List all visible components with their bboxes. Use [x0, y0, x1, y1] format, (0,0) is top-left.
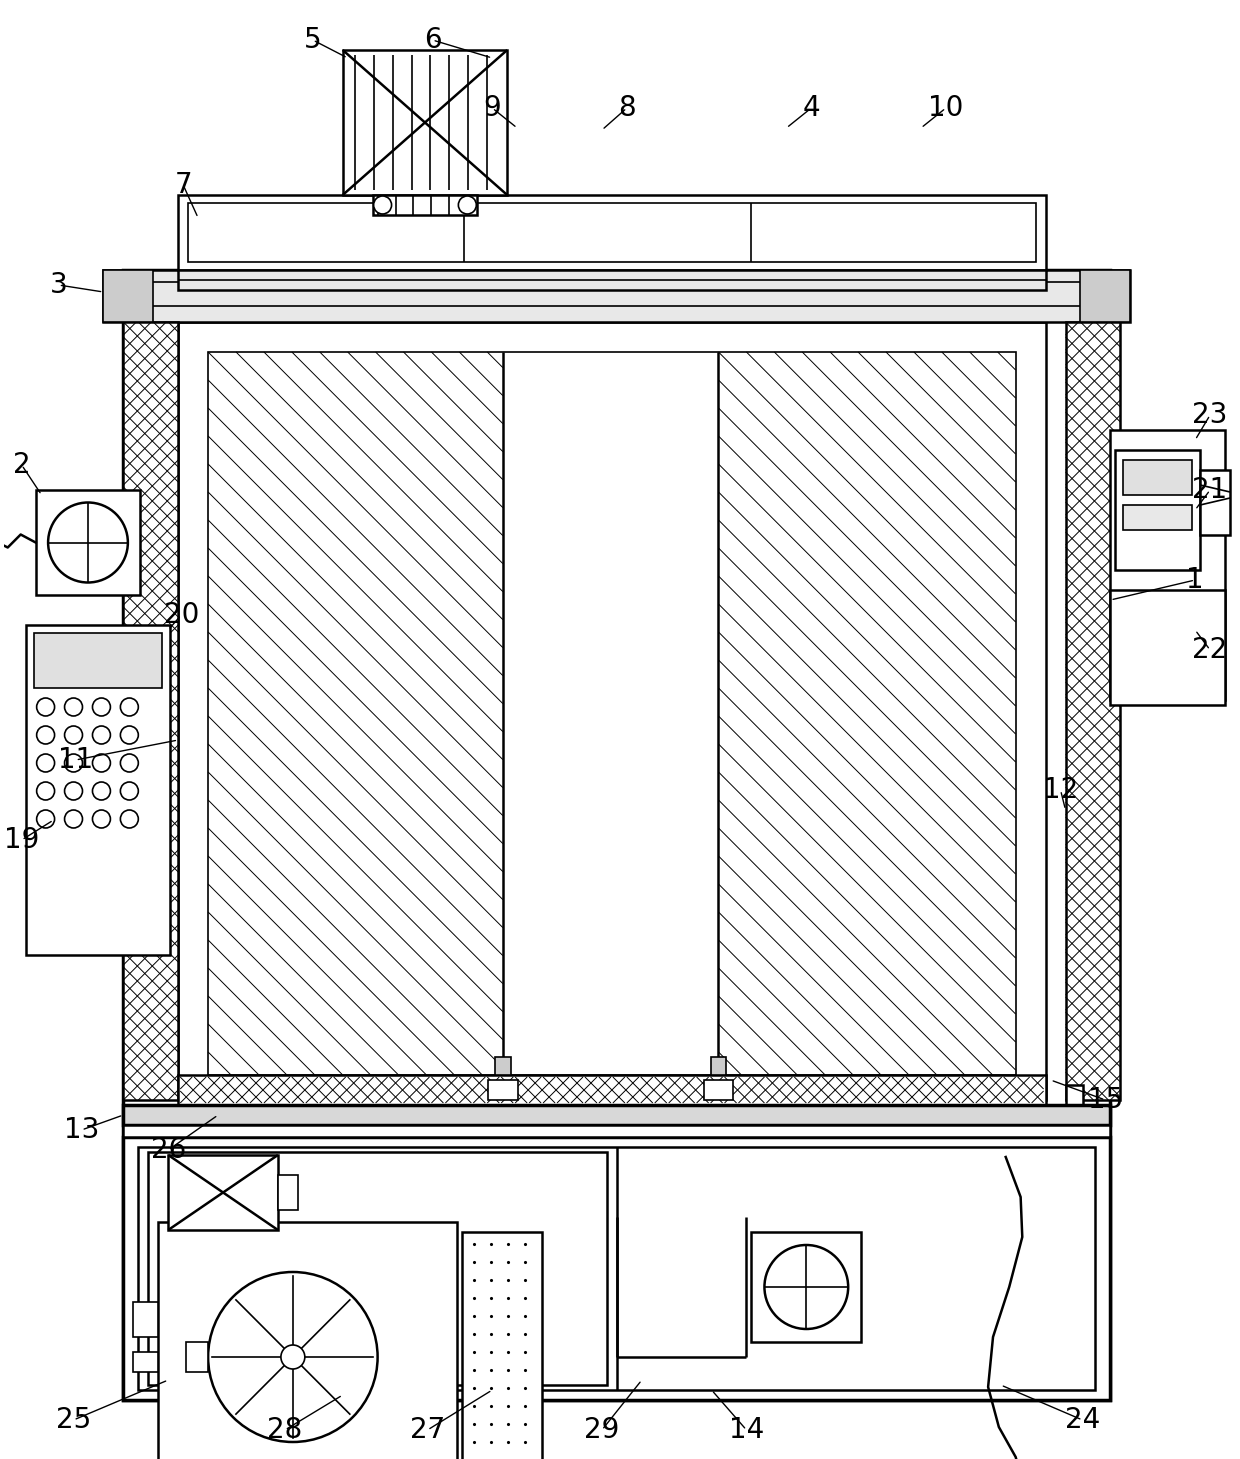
Text: 3: 3 — [50, 271, 67, 299]
Bar — [149, 1153, 606, 1385]
Bar — [33, 633, 162, 689]
Circle shape — [93, 697, 110, 716]
Circle shape — [93, 782, 110, 800]
Bar — [751, 1231, 861, 1342]
Bar — [487, 1080, 518, 1100]
Bar — [1110, 589, 1225, 705]
Bar — [179, 1075, 1045, 1104]
Text: 2: 2 — [12, 451, 31, 479]
Bar — [463, 1231, 542, 1459]
Bar — [186, 1342, 208, 1371]
Text: 12: 12 — [1043, 776, 1078, 804]
Circle shape — [64, 782, 83, 800]
Text: 29: 29 — [584, 1417, 620, 1444]
Bar — [179, 196, 1045, 270]
Bar — [134, 1352, 159, 1371]
Text: 26: 26 — [150, 1137, 186, 1164]
Circle shape — [120, 754, 139, 772]
Circle shape — [37, 810, 55, 829]
Bar — [179, 322, 1045, 1100]
Circle shape — [37, 782, 55, 800]
Bar — [36, 490, 140, 595]
Bar — [373, 196, 477, 214]
Text: 22: 22 — [1193, 636, 1228, 664]
Text: 5: 5 — [304, 26, 321, 54]
Text: 24: 24 — [1065, 1406, 1100, 1434]
Bar — [1080, 270, 1131, 322]
Text: 9: 9 — [484, 93, 501, 123]
Bar — [159, 1223, 458, 1459]
Text: 19: 19 — [4, 826, 40, 854]
Bar — [188, 203, 1035, 263]
Bar — [208, 352, 1016, 1075]
Bar — [123, 322, 179, 1100]
Circle shape — [48, 502, 128, 582]
Bar — [278, 1174, 298, 1210]
Bar — [1065, 1085, 1084, 1121]
Circle shape — [764, 1245, 848, 1329]
Text: 23: 23 — [1193, 401, 1228, 429]
Text: 25: 25 — [56, 1406, 92, 1434]
Bar — [26, 624, 170, 956]
Bar — [123, 270, 1110, 1401]
Bar — [1123, 505, 1192, 530]
Circle shape — [120, 727, 139, 744]
Bar — [1110, 430, 1225, 700]
Text: 13: 13 — [63, 1116, 99, 1144]
Circle shape — [37, 697, 55, 716]
Bar — [495, 1056, 511, 1075]
Text: 15: 15 — [1087, 1085, 1123, 1115]
Bar — [703, 1080, 733, 1100]
Circle shape — [64, 727, 83, 744]
Text: 27: 27 — [410, 1417, 445, 1444]
Text: 10: 10 — [929, 93, 963, 123]
Circle shape — [120, 810, 139, 829]
Text: 1: 1 — [1187, 566, 1204, 594]
Bar — [1200, 470, 1230, 535]
Circle shape — [120, 782, 139, 800]
Text: 21: 21 — [1193, 476, 1228, 503]
Bar — [134, 1301, 159, 1336]
Bar — [139, 1147, 1095, 1390]
Circle shape — [120, 697, 139, 716]
Bar — [123, 1125, 1110, 1137]
Bar — [1123, 460, 1192, 495]
Circle shape — [64, 754, 83, 772]
Circle shape — [93, 727, 110, 744]
Circle shape — [459, 196, 476, 214]
Bar — [342, 50, 507, 196]
Bar — [1065, 322, 1121, 1100]
Circle shape — [281, 1345, 305, 1369]
Circle shape — [93, 754, 110, 772]
Bar — [711, 1056, 727, 1075]
Bar — [169, 1156, 278, 1230]
Text: 14: 14 — [729, 1417, 764, 1444]
Circle shape — [37, 754, 55, 772]
Text: 28: 28 — [268, 1417, 303, 1444]
Bar — [123, 1104, 1110, 1125]
Circle shape — [64, 697, 83, 716]
Bar — [103, 270, 1131, 322]
Bar — [123, 1137, 1110, 1401]
Circle shape — [93, 810, 110, 829]
Circle shape — [208, 1272, 378, 1441]
Text: 20: 20 — [164, 601, 198, 629]
Bar — [179, 270, 1045, 290]
Text: 6: 6 — [424, 26, 441, 54]
Text: 11: 11 — [58, 746, 93, 775]
Circle shape — [64, 810, 83, 829]
Text: 4: 4 — [802, 93, 820, 123]
Text: 8: 8 — [618, 93, 636, 123]
Circle shape — [373, 196, 392, 214]
Text: 7: 7 — [175, 171, 192, 198]
Bar — [1115, 449, 1200, 570]
Circle shape — [37, 727, 55, 744]
Bar — [103, 270, 154, 322]
